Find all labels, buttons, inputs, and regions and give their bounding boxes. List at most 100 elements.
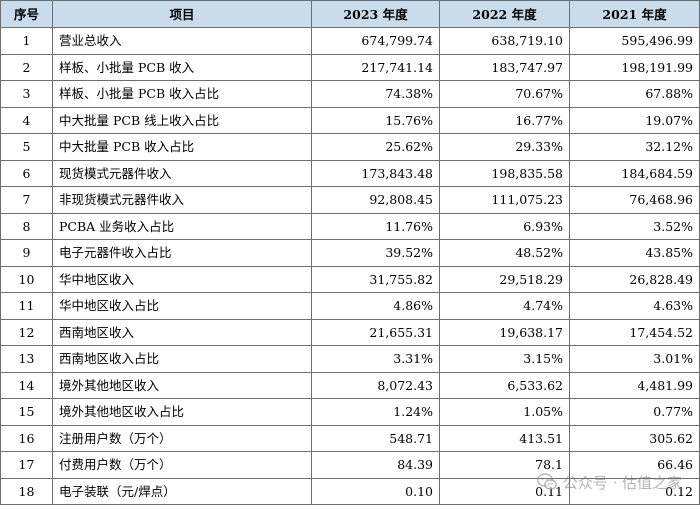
table-row: 12 西南地区收入 21,655.31 19,638.17 17,454.52 [0, 318, 700, 346]
cell-2023: 21,655.31 [311, 318, 440, 346]
cell-2021: 17,454.52 [569, 318, 700, 346]
cell-2022: 3.15% [439, 345, 570, 373]
cell-2023: 4.86% [311, 292, 440, 320]
table-body: 1 营业总收入 674,799.74 638,719.10 595,496.99 2 样板、… [0, 27, 700, 505]
header-2023: 2023 年度 [311, 0, 440, 28]
cell-2021: 198,191.99 [569, 53, 700, 81]
cell-index: 15 [0, 398, 53, 426]
cell-index: 8 [0, 212, 53, 240]
cell-2023: 173,843.48 [311, 159, 440, 187]
cell-item: 境外其他地区收入 [52, 371, 312, 399]
cell-index: 3 [0, 80, 53, 108]
header-item: 项目 [52, 0, 312, 28]
cell-2021: 3.52% [569, 212, 700, 240]
cell-2023: 548.71 [311, 424, 440, 452]
cell-2021: 67.88% [569, 80, 700, 108]
table-row: 8 PCBA 业务收入占比 11.76% 6.93% 3.52% [0, 212, 700, 240]
cell-2021: 66.46 [569, 451, 700, 479]
table-row: 6 现货模式元器件收入 173,843.48 198,835.58 184,684.59 [0, 159, 700, 187]
cell-2022: 70.67% [439, 80, 570, 108]
cell-item: 中大批量 PCB 收入占比 [52, 133, 312, 161]
cell-item: 华中地区收入占比 [52, 292, 312, 320]
cell-2022: 198,835.58 [439, 159, 570, 187]
cell-2021: 32.12% [569, 133, 700, 161]
cell-item: 现货模式元器件收入 [52, 159, 312, 187]
cell-index: 12 [0, 318, 53, 346]
cell-index: 11 [0, 292, 53, 320]
cell-2023: 1.24% [311, 398, 440, 426]
cell-2022: 413.51 [439, 424, 570, 452]
cell-item: 西南地区收入占比 [52, 345, 312, 373]
cell-2022: 29,518.29 [439, 265, 570, 293]
cell-2021: 43.85% [569, 239, 700, 267]
cell-item: 中大批量 PCB 线上收入占比 [52, 106, 312, 134]
cell-index: 6 [0, 159, 53, 187]
cell-2022: 1.05% [439, 398, 570, 426]
cell-2022: 48.52% [439, 239, 570, 267]
cell-2022: 111,075.23 [439, 186, 570, 214]
table-row: 1 营业总收入 674,799.74 638,719.10 595,496.99 [0, 27, 700, 55]
table-row: 16 注册用户数（万个） 548.71 413.51 305.62 [0, 424, 700, 452]
table-row: 15 境外其他地区收入占比 1.24% 1.05% 0.77% [0, 398, 700, 426]
cell-2023: 84.39 [311, 451, 440, 479]
cell-index: 7 [0, 186, 53, 214]
cell-2021: 0.12 [569, 477, 700, 505]
table-row: 2 样板、小批量 PCB 收入 217,741.14 183,747.97 198,19… [0, 53, 700, 81]
table-row: 11 华中地区收入占比 4.86% 4.74% 4.63% [0, 292, 700, 320]
cell-2021: 4.63% [569, 292, 700, 320]
cell-index: 5 [0, 133, 53, 161]
cell-2022: 29.33% [439, 133, 570, 161]
cell-2023: 15.76% [311, 106, 440, 134]
cell-2023: 217,741.14 [311, 53, 440, 81]
cell-2021: 595,496.99 [569, 27, 700, 55]
cell-2022: 6,533.62 [439, 371, 570, 399]
cell-2021: 184,684.59 [569, 159, 700, 187]
cell-2022: 78.1 [439, 451, 570, 479]
cell-index: 17 [0, 451, 53, 479]
cell-2023: 74.38% [311, 80, 440, 108]
cell-index: 13 [0, 345, 53, 373]
cell-2023: 8,072.43 [311, 371, 440, 399]
cell-index: 14 [0, 371, 53, 399]
cell-2021: 4,481.99 [569, 371, 700, 399]
cell-item: 样板、小批量 PCB 收入占比 [52, 80, 312, 108]
cell-2023: 11.76% [311, 212, 440, 240]
table-row: 17 付费用户数（万个） 84.39 78.1 66.46 [0, 451, 700, 479]
table-row: 4 中大批量 PCB 线上收入占比 15.76% 16.77% 19.07% [0, 106, 700, 134]
cell-2022: 0.11 [439, 477, 570, 505]
cell-item: 电子元器件收入占比 [52, 239, 312, 267]
header-index: 序号 [0, 0, 53, 28]
cell-2021: 305.62 [569, 424, 700, 452]
cell-item: PCBA 业务收入占比 [52, 212, 312, 240]
cell-2023: 25.62% [311, 133, 440, 161]
cell-2022: 6.93% [439, 212, 570, 240]
table-row: 9 电子元器件收入占比 39.52% 48.52% 43.85% [0, 239, 700, 267]
cell-2023: 674,799.74 [311, 27, 440, 55]
cell-2021: 19.07% [569, 106, 700, 134]
cell-index: 9 [0, 239, 53, 267]
cell-index: 2 [0, 53, 53, 81]
cell-2022: 638,719.10 [439, 27, 570, 55]
table-row: 14 境外其他地区收入 8,072.43 6,533.62 4,481.99 [0, 371, 700, 399]
cell-item: 营业总收入 [52, 27, 312, 55]
cell-item: 电子装联（元/焊点） [52, 477, 312, 505]
cell-2023: 0.10 [311, 477, 440, 505]
table-row: 10 华中地区收入 31,755.82 29,518.29 26,828.49 [0, 265, 700, 293]
table-row: 3 样板、小批量 PCB 收入占比 74.38% 70.67% 67.88% [0, 80, 700, 108]
cell-2022: 183,747.97 [439, 53, 570, 81]
cell-2021: 26,828.49 [569, 265, 700, 293]
table-row: 5 中大批量 PCB 收入占比 25.62% 29.33% 32.12% [0, 133, 700, 161]
cell-2023: 39.52% [311, 239, 440, 267]
table-row: 7 非现货模式元器件收入 92,808.45 111,075.23 76,468.96 [0, 186, 700, 214]
table-row: 13 西南地区收入占比 3.31% 3.15% 3.01% [0, 345, 700, 373]
table-header-row: 序号 项目 2023 年度 2022 年度 2021 年度 [0, 0, 700, 28]
cell-2022: 16.77% [439, 106, 570, 134]
cell-item: 非现货模式元器件收入 [52, 186, 312, 214]
cell-2023: 92,808.45 [311, 186, 440, 214]
table-row: 18 电子装联（元/焊点） 0.10 0.11 0.12 [0, 477, 700, 505]
cell-index: 1 [0, 27, 53, 55]
cell-item: 付费用户数（万个） [52, 451, 312, 479]
cell-index: 16 [0, 424, 53, 452]
cell-2021: 0.77% [569, 398, 700, 426]
